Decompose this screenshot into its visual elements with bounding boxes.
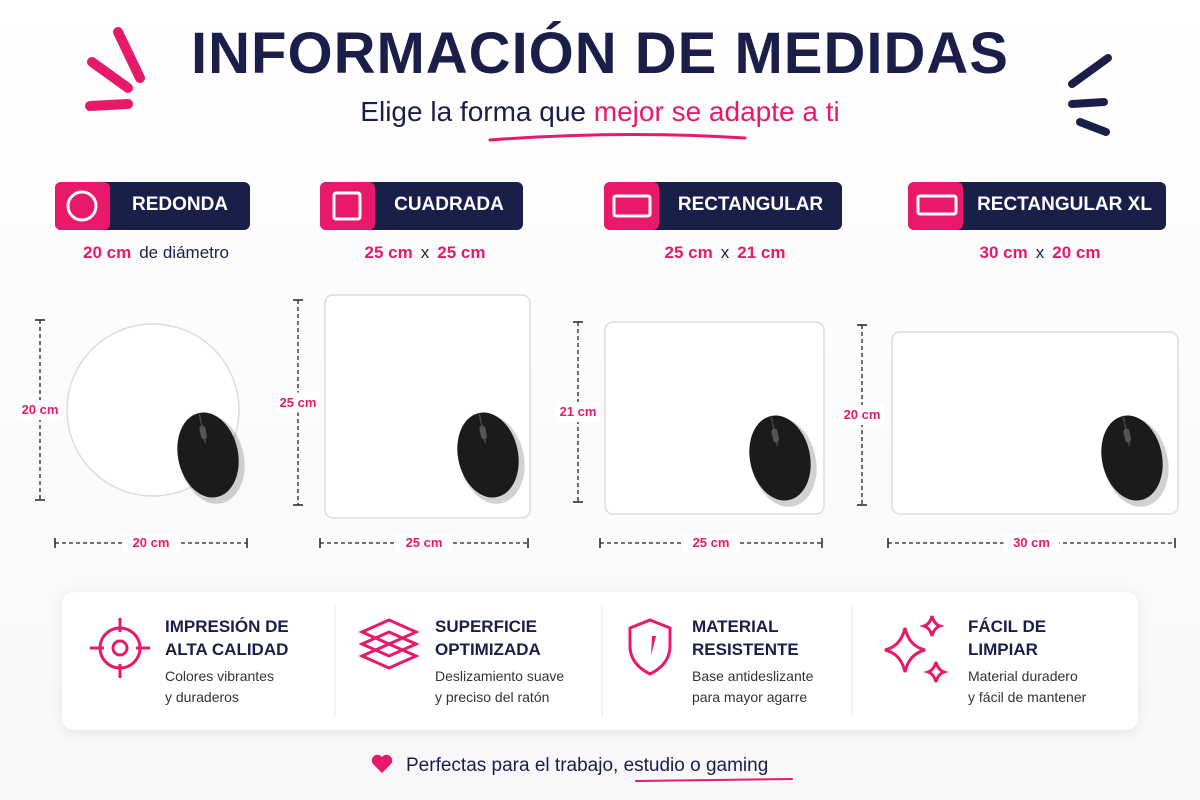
footer-text: Perfectas para el trabajo, estudio o gam… bbox=[406, 755, 769, 776]
shape-name: CUADRADA bbox=[394, 194, 504, 215]
mouse-wheel bbox=[479, 425, 488, 440]
icon-target-cross bbox=[90, 618, 150, 678]
title: INFORMACIÓN DE MEDIDAS bbox=[191, 21, 1009, 86]
feature-text: Base antideslizante bbox=[692, 668, 814, 684]
mouse-wheel bbox=[771, 428, 780, 443]
height-label: 20 cm bbox=[843, 407, 881, 422]
size-row: 30 cm x 20 cm bbox=[980, 243, 1101, 263]
feature-title: SUPERFICIE bbox=[435, 617, 538, 636]
icon-layers bbox=[358, 618, 420, 646]
badge-icon-box bbox=[320, 182, 375, 230]
shape-name: RECTANGULAR XL bbox=[977, 194, 1152, 215]
feature-text: y fácil de mantener bbox=[968, 689, 1087, 705]
feature-title: OPTIMIZADA bbox=[435, 640, 541, 659]
mouse-body bbox=[1101, 415, 1163, 501]
height-label-bg bbox=[276, 392, 320, 413]
mouse bbox=[457, 412, 525, 504]
feature-title: LIMPIAR bbox=[968, 640, 1038, 659]
badge bbox=[908, 182, 1166, 230]
subtitle: Elige la forma que bbox=[360, 96, 586, 127]
size-part: 20 cm bbox=[83, 243, 132, 262]
mouse bbox=[749, 415, 817, 507]
icon-layers bbox=[358, 630, 420, 658]
height-label-bg bbox=[556, 402, 600, 422]
feature-text: para mayor agarre bbox=[692, 689, 808, 705]
size-part: 25 cm bbox=[364, 243, 413, 262]
badge-icon bbox=[332, 191, 362, 221]
size-part: 21 cm bbox=[737, 243, 786, 262]
size-part: x bbox=[420, 243, 430, 262]
mouse-body bbox=[749, 415, 811, 501]
feature-text: Colores vibrantes bbox=[165, 668, 274, 684]
mouse bbox=[1101, 415, 1169, 507]
size-part: x bbox=[1035, 243, 1045, 262]
width-label: 20 cm bbox=[132, 535, 170, 550]
mouse-wheel bbox=[199, 425, 208, 440]
badge-icon bbox=[612, 194, 652, 218]
feature-text: Material duradero bbox=[968, 668, 1078, 684]
width-label: 30 cm bbox=[1013, 535, 1050, 550]
height-label-bg bbox=[18, 400, 62, 420]
badge-icon-box bbox=[908, 182, 963, 230]
icon-sparkle-small bbox=[919, 615, 945, 637]
icon-shield-mark bbox=[651, 636, 656, 656]
icon-sparkle bbox=[884, 627, 926, 673]
height-label-bg bbox=[840, 405, 884, 425]
badge bbox=[604, 182, 842, 230]
feature-title: MATERIAL bbox=[692, 617, 779, 636]
size-row: 20 cm de diámetro bbox=[83, 243, 237, 263]
icon-shield bbox=[628, 618, 672, 676]
feature-title: IMPRESIÓN DE bbox=[165, 617, 289, 636]
height-label: 20 cm bbox=[21, 402, 59, 417]
feature-title: ALTA CALIDAD bbox=[165, 640, 289, 659]
feature-title: RESISTENTE bbox=[692, 640, 799, 659]
size-part: 30 cm bbox=[979, 243, 1028, 262]
badge-icon-box bbox=[55, 182, 110, 230]
mouse bbox=[177, 412, 245, 504]
size-part: 25 cm bbox=[664, 243, 713, 262]
badge-icon bbox=[66, 190, 98, 222]
subtitle: mejor se adapte a ti bbox=[593, 96, 840, 127]
width-label-bg bbox=[123, 534, 179, 552]
width-label-bg bbox=[396, 534, 452, 552]
size-part: 25 cm bbox=[437, 243, 486, 262]
width-label-bg bbox=[683, 534, 739, 552]
heart bbox=[371, 754, 393, 773]
subtitle-row: Elige la forma que mejor se adapte a ti bbox=[360, 96, 839, 128]
size-row: 25 cm x 21 cm bbox=[665, 243, 786, 263]
height-label: 25 cm bbox=[279, 394, 317, 410]
decor bbox=[85, 27, 1112, 782]
width-label: 25 cm bbox=[405, 535, 443, 550]
mouse-body bbox=[457, 412, 519, 498]
size-part: 20 cm bbox=[1052, 243, 1101, 262]
icon-sparkle-small bbox=[923, 661, 949, 683]
icon-target-dot bbox=[111, 639, 129, 657]
mouse-wheel bbox=[1123, 428, 1132, 443]
size-row: 25 cm x 25 cm bbox=[365, 243, 486, 263]
mouse-body bbox=[177, 412, 239, 498]
badge-icon bbox=[916, 194, 958, 216]
feature-text: y duraderos bbox=[165, 689, 239, 705]
feature-text: y preciso del ratón bbox=[435, 689, 550, 705]
features-box bbox=[62, 592, 1138, 730]
badge-icon-box bbox=[604, 182, 659, 230]
feature-title: FÁCIL DE bbox=[968, 617, 1047, 636]
width-label: 25 cm bbox=[692, 535, 730, 550]
shape-name: RECTANGULAR bbox=[677, 194, 824, 215]
size-part: x bbox=[720, 243, 730, 262]
shape-name: REDONDA bbox=[131, 194, 229, 215]
size-part: de diámetro bbox=[139, 243, 229, 262]
feature-text: Deslizamiento suave bbox=[435, 668, 565, 684]
icon-layers bbox=[358, 642, 420, 670]
height-label: 21 cm bbox=[559, 404, 597, 419]
width-label-bg bbox=[1003, 534, 1060, 552]
